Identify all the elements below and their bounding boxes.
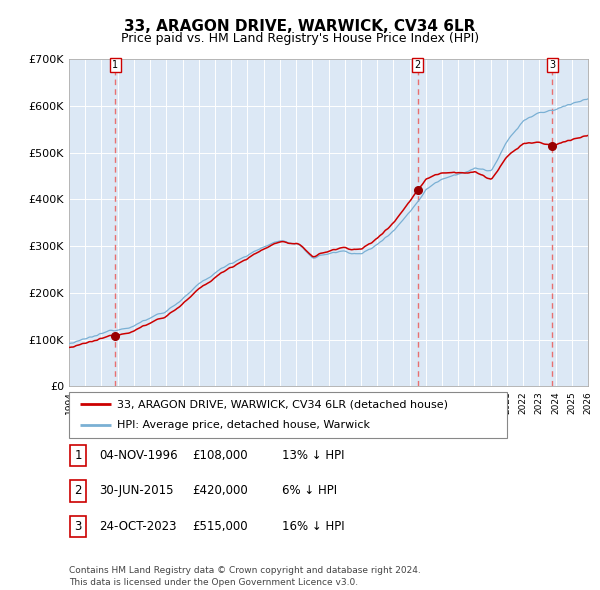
- Text: Price paid vs. HM Land Registry's House Price Index (HPI): Price paid vs. HM Land Registry's House …: [121, 32, 479, 45]
- Text: 13% ↓ HPI: 13% ↓ HPI: [282, 449, 344, 462]
- Text: 3: 3: [550, 60, 556, 70]
- Text: 30-JUN-2015: 30-JUN-2015: [99, 484, 173, 497]
- Text: 24-OCT-2023: 24-OCT-2023: [99, 520, 176, 533]
- Text: 6% ↓ HPI: 6% ↓ HPI: [282, 484, 337, 497]
- Text: 33, ARAGON DRIVE, WARWICK, CV34 6LR: 33, ARAGON DRIVE, WARWICK, CV34 6LR: [124, 19, 476, 34]
- Text: £515,000: £515,000: [192, 520, 248, 533]
- Text: £420,000: £420,000: [192, 484, 248, 497]
- Text: Contains HM Land Registry data © Crown copyright and database right 2024.
This d: Contains HM Land Registry data © Crown c…: [69, 566, 421, 587]
- Text: 3: 3: [74, 520, 82, 533]
- Text: 16% ↓ HPI: 16% ↓ HPI: [282, 520, 344, 533]
- Text: 04-NOV-1996: 04-NOV-1996: [99, 449, 178, 462]
- Text: 2: 2: [415, 60, 421, 70]
- Text: 1: 1: [112, 60, 118, 70]
- Text: £108,000: £108,000: [192, 449, 248, 462]
- Text: HPI: Average price, detached house, Warwick: HPI: Average price, detached house, Warw…: [117, 420, 370, 430]
- Text: 1: 1: [74, 449, 82, 462]
- Text: 2: 2: [74, 484, 82, 497]
- Text: 33, ARAGON DRIVE, WARWICK, CV34 6LR (detached house): 33, ARAGON DRIVE, WARWICK, CV34 6LR (det…: [117, 399, 448, 409]
